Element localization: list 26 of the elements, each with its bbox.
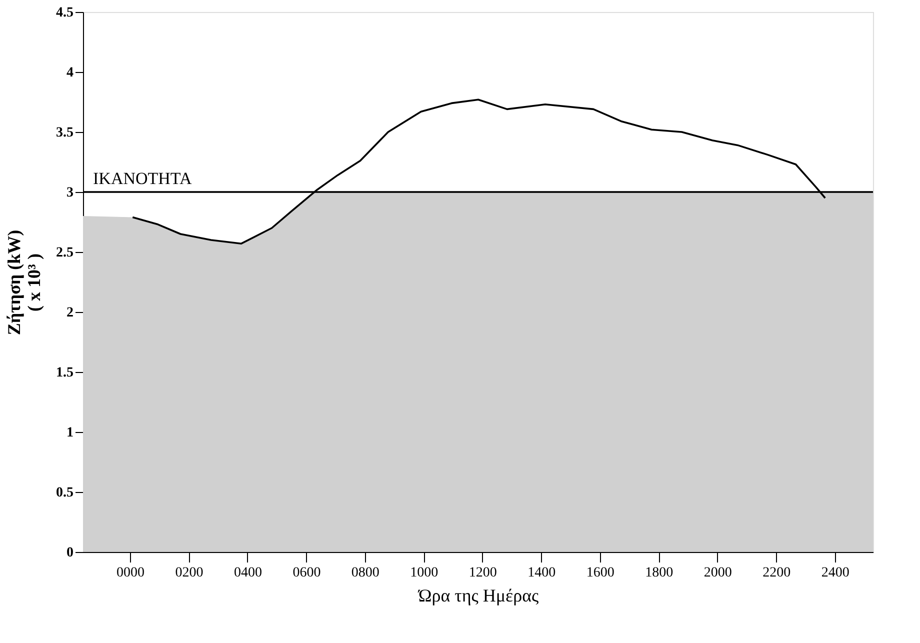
x-tick-label: 0800 (351, 566, 380, 580)
y-tick-label: 1.5 (56, 366, 74, 380)
y-tick-label: 2.5 (56, 246, 74, 260)
x-tick-label: 0400 (234, 566, 262, 580)
y-tick-label: 4.5 (56, 6, 74, 20)
y-tick-label: 0.5 (56, 486, 74, 500)
x-tick-label: 2400 (821, 566, 850, 580)
y-tick-label: 2 (66, 306, 74, 320)
x-tick-label: 2000 (704, 566, 732, 580)
y-tick-label: 1 (66, 426, 74, 440)
x-tick-label: 0600 (292, 566, 321, 580)
x-tick-label: 1400 (528, 566, 556, 580)
x-tick-label: 1800 (645, 566, 674, 580)
y-axis-title: Ζήτηση (kW) ( x 10³ ) (4, 230, 44, 336)
x-tick-label: 1000 (410, 566, 438, 580)
x-tick-label: 2200 (762, 566, 791, 580)
x-tick-label: 1600 (586, 566, 614, 580)
x-axis-title: Ώρα της Ημέρας (417, 586, 539, 606)
y-tick-label: 0 (66, 546, 74, 560)
y-tick-label: 3.5 (56, 126, 74, 140)
ref-line-label: ΙΚΑΝΟΤΗΤΑ (93, 169, 192, 188)
x-tick-label: 1200 (468, 566, 497, 580)
y-tick-label: 4 (66, 66, 74, 80)
x-tick-label: 0200 (175, 566, 204, 580)
y-tick-label: 3 (66, 186, 74, 200)
x-tick-label: 0000 (116, 566, 144, 580)
